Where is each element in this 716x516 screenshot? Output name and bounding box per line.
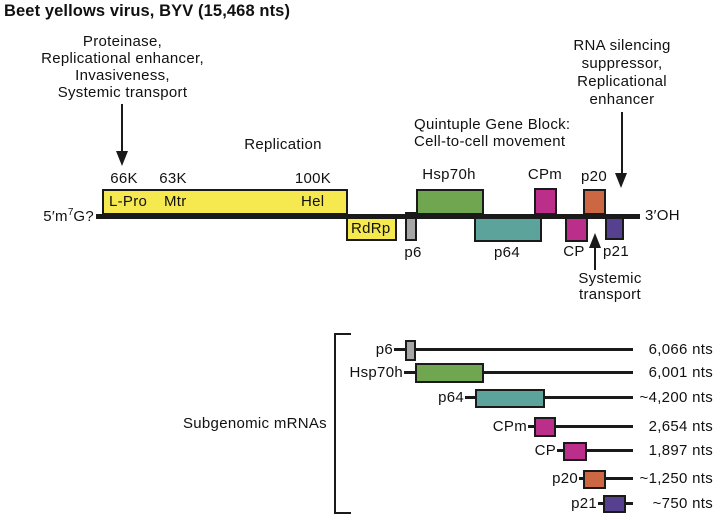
hsp70h-box [416, 189, 484, 215]
weight-label-66k: 66K [110, 170, 138, 187]
domain-label-rdrp: RdRp [351, 220, 391, 238]
down-arrow-shaft-orf1a [120, 104, 123, 152]
sgrna-name: p20 [552, 470, 578, 487]
sgrna-orf-box [534, 417, 556, 437]
orf-label-p64: p64 [494, 244, 520, 261]
domain-label-lpro: L-Pro [109, 193, 148, 211]
sgrna-size: 6,001 nts [648, 364, 713, 381]
sgrna-orf-box [603, 495, 626, 513]
annotation-systemic-transport: Systemic transport [560, 271, 660, 303]
annotation-line: Systemic [578, 270, 642, 287]
sgrna-name: p21 [571, 495, 597, 512]
sgrna-size: 1,897 nts [648, 442, 713, 459]
p64-box [474, 217, 542, 242]
p6-box [405, 212, 417, 241]
sgrna-orf-box [583, 470, 606, 489]
rdrp-box: RdRp [346, 217, 397, 241]
sgrna-size: ~4,200 nts [639, 389, 713, 406]
p20-box [583, 189, 606, 215]
sgrna-line [528, 425, 633, 428]
sgrna-line [465, 396, 633, 399]
annotation-line: Quintuple Gene Block: [414, 116, 571, 133]
orf-label-p6: p6 [404, 244, 422, 261]
orf-label-p20: p20 [581, 168, 607, 185]
sgrna-size: 6,066 nts [648, 341, 713, 358]
five-prime-end-label: 5′m7G? [43, 207, 94, 225]
down-arrow-icon [614, 173, 627, 188]
annotation-replication: Replication [244, 136, 322, 153]
orf-label-hsp70h: Hsp70h [422, 166, 476, 183]
annotation-line: enhancer [589, 91, 655, 108]
orf1a-box: L-Pro Mtr Hel [102, 189, 348, 215]
annotation-p21-functions: RNA silencing suppressor, Replicational … [551, 37, 693, 109]
annotation-line: Replicational enhancer, [41, 50, 204, 67]
sgrna-orf-box [415, 363, 484, 383]
sgrna-line [579, 477, 633, 480]
annotation-line: Cell-to-cell movement [414, 133, 566, 150]
sgrna-name: Hsp70h [349, 364, 403, 381]
up-arrow-shaft-cp [593, 247, 596, 270]
annotation-line: Replicational [577, 73, 667, 90]
sgrna-orf-box [405, 340, 416, 361]
domain-label-hel: Hel [301, 193, 325, 211]
three-prime-end-label: 3′OH [645, 207, 680, 224]
sgrna-name: p64 [438, 389, 464, 406]
sgrna-line [404, 371, 633, 374]
genome-backbone-line [96, 214, 640, 219]
sgrna-name: p6 [375, 341, 393, 358]
sgrna-name: CPm [492, 418, 527, 435]
sgrna-line [394, 348, 633, 351]
sgrna-size: ~750 nts [652, 495, 713, 512]
sgrna-orf-box [475, 389, 545, 408]
annotation-line: Proteinase, [82, 33, 163, 50]
orf-label-cp: CP [563, 243, 585, 260]
subgenomic-mrnas-label: Subgenomic mRNAs [182, 415, 327, 432]
cp-box [565, 217, 588, 242]
sgrna-size: 2,654 nts [648, 418, 713, 435]
weight-label-63k: 63K [159, 170, 187, 187]
down-arrow-icon [115, 151, 128, 166]
annotation-line: transport [579, 286, 641, 303]
orf-label-cpm: CPm [527, 166, 563, 183]
annotation-line: Invasiveness, [75, 67, 170, 84]
annotation-line: suppressor, [581, 55, 663, 72]
up-arrow-icon [588, 233, 601, 248]
p21-box [605, 217, 624, 240]
figure-title: Beet yellows virus, BYV (15,468 nts) [4, 2, 291, 20]
down-arrow-shaft-p21 [620, 112, 623, 174]
weight-label-100k: 100K [294, 170, 332, 187]
sgrna-orf-box [563, 442, 587, 461]
orf-label-p21: p21 [603, 243, 629, 260]
domain-label-mtr: Mtr [164, 193, 187, 211]
cpm-box [534, 188, 557, 215]
annotation-orf1a-functions: Proteinase, Replicational enhancer, Inva… [20, 33, 225, 101]
subgenomic-bracket [334, 333, 351, 514]
sgrna-line [557, 449, 633, 452]
annotation-line: Systemic transport [57, 84, 188, 101]
sgrna-name: CP [534, 442, 556, 459]
sgrna-size: ~1,250 nts [639, 470, 713, 487]
annotation-quintuple-gene-block: Quintuple Gene Block: Cell-to-cell movem… [414, 116, 570, 150]
annotation-line: RNA silencing [573, 37, 671, 54]
